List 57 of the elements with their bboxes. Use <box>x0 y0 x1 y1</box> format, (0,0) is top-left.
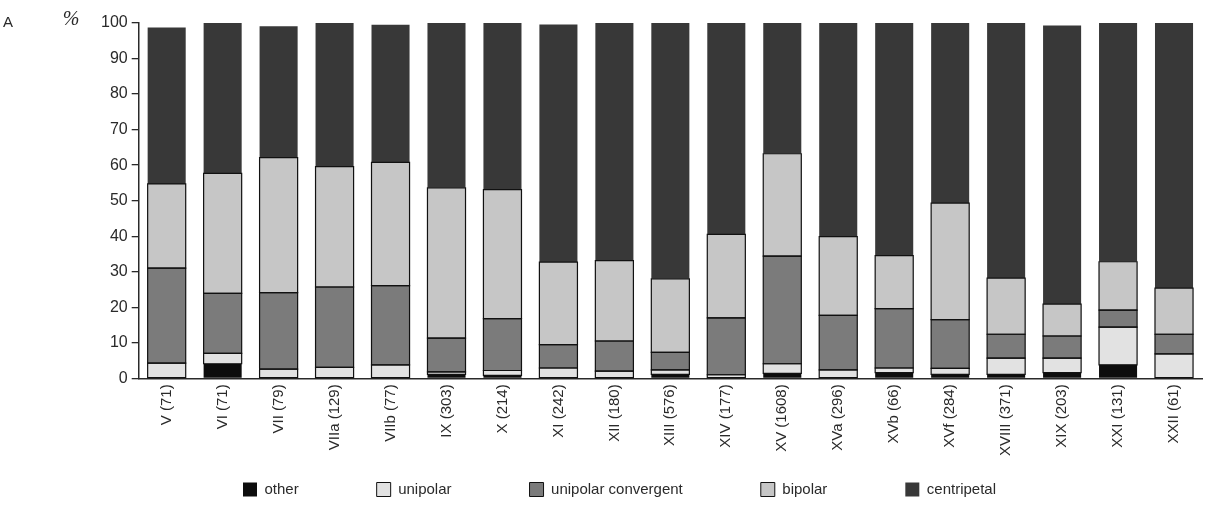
bar <box>1099 23 1138 262</box>
x-tick-label: XVIII (371) <box>996 384 1014 457</box>
x-tick-label: XI (242) <box>548 384 566 438</box>
y-tick-label: 80 <box>109 84 128 102</box>
x-tick-label: V (71) <box>156 384 174 426</box>
y-tick-label: 100 <box>100 13 128 31</box>
bar <box>539 24 578 263</box>
x-tick-label: XXII (61) <box>1164 384 1182 444</box>
bar <box>427 23 466 188</box>
y-tick-label: 30 <box>109 262 128 280</box>
legend-label: bipolar <box>782 479 828 497</box>
y-tick-label: 50 <box>109 191 128 209</box>
x-tick-label: X (214) <box>492 384 510 434</box>
bar <box>259 26 298 158</box>
bar <box>147 27 186 184</box>
bar <box>875 372 914 378</box>
bar <box>875 23 914 256</box>
legend-label: unipolar convergent <box>551 479 684 497</box>
y-tick-label: 20 <box>109 297 128 315</box>
x-tick-label: XV (1608) <box>772 384 790 452</box>
y-tick-label: 60 <box>109 155 128 173</box>
x-tick-label: XVa (296) <box>828 384 846 451</box>
x-tick-label: XVb (66) <box>884 384 902 444</box>
y-tick-label: 70 <box>109 120 128 137</box>
y-tick-label: 40 <box>109 226 128 244</box>
y-tick-label: 10 <box>109 333 128 351</box>
x-tick-label: XIX (203) <box>1052 384 1070 448</box>
bar <box>203 23 242 174</box>
bar <box>931 23 970 204</box>
x-tick-label: VII (79) <box>268 384 286 434</box>
x-tick-label: XIII (576) <box>660 384 678 447</box>
bar <box>483 23 522 190</box>
bar <box>819 23 858 237</box>
x-tick-label: IX (303) <box>436 384 454 438</box>
legend-label: unipolar <box>398 479 452 497</box>
y-tick-label: 0 <box>118 368 128 386</box>
y-tick-label: 90 <box>109 48 128 66</box>
bar <box>763 23 802 154</box>
bar <box>707 23 746 235</box>
x-tick-label: XIV (177) <box>716 384 734 448</box>
x-tick-label: VIIa (129) <box>324 384 342 451</box>
bar <box>595 23 634 261</box>
text: A <box>3 13 14 31</box>
x-tick-label: XII (180) <box>604 384 622 442</box>
x-tick-label: VIIb (77) <box>380 384 398 442</box>
legend-label: centripetal <box>926 479 997 497</box>
bar <box>987 23 1026 279</box>
bar <box>315 23 354 167</box>
y-axis-title: % <box>62 7 80 30</box>
bar <box>1043 25 1082 305</box>
bar <box>651 23 690 279</box>
bar <box>371 24 410 163</box>
legend-label: other <box>264 479 299 497</box>
x-tick-label: XVf (284) <box>940 384 958 448</box>
x-tick-label: XXI (131) <box>1108 384 1126 448</box>
x-tick-label: VI (71) <box>212 384 230 430</box>
bar <box>1154 23 1194 289</box>
